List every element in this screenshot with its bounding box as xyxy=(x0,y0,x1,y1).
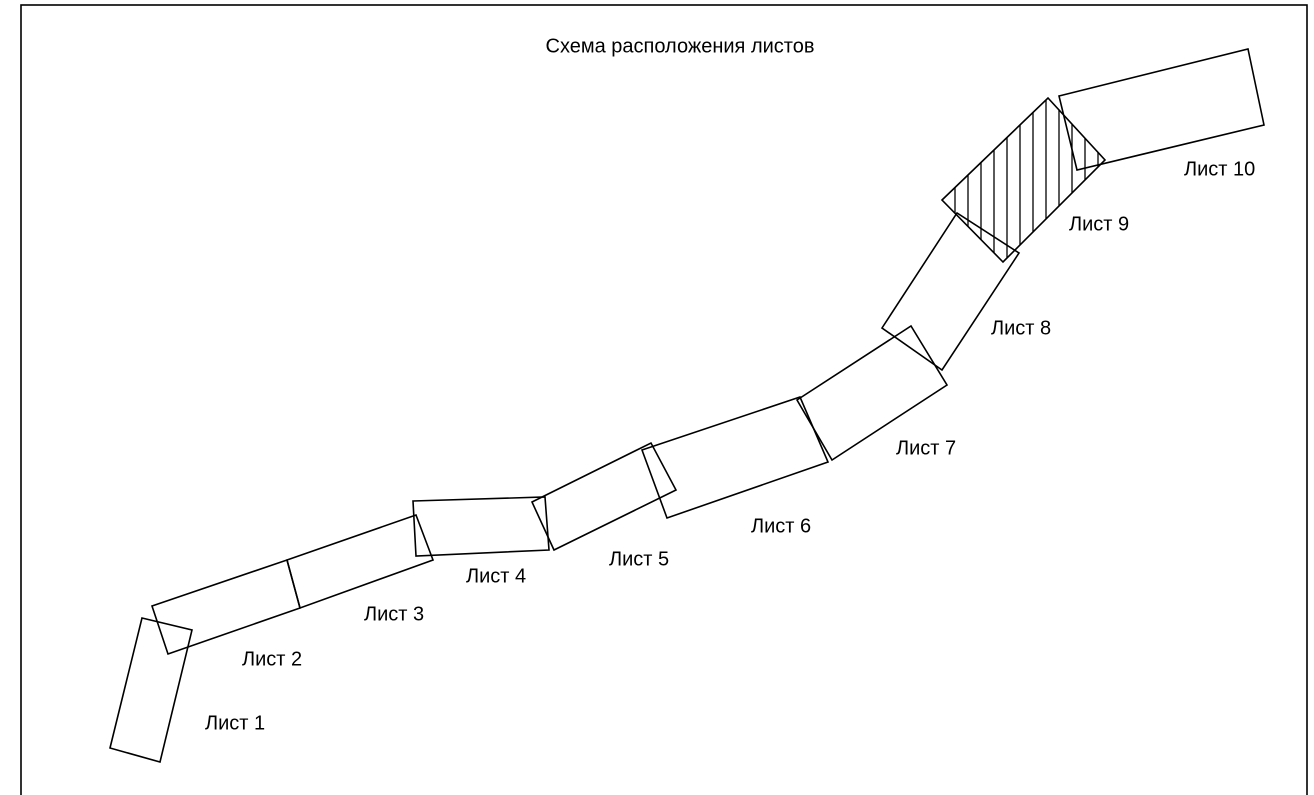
sheet-2 xyxy=(150,558,301,656)
sheet-8 xyxy=(880,211,1021,372)
sheet-label: Лист 5 xyxy=(609,548,669,570)
sheet-label: Лист 3 xyxy=(364,603,424,625)
sheet-label: Лист 9 xyxy=(1069,213,1129,235)
sheet-10 xyxy=(1058,48,1265,171)
sheet-label: Лист 4 xyxy=(466,565,526,587)
sheet-label: Лист 6 xyxy=(751,515,811,537)
sheet-3 xyxy=(286,513,435,610)
sheet-5 xyxy=(530,441,678,552)
sheet-label: Лист 7 xyxy=(896,437,956,459)
title: Схема расположения листов xyxy=(546,35,815,57)
sheet-1 xyxy=(109,617,193,763)
sheet-label: Лист 1 xyxy=(205,712,265,734)
sheet-7 xyxy=(795,324,949,462)
sheet-label: Лист 10 xyxy=(1184,158,1255,180)
sheet-label: Лист 8 xyxy=(991,317,1051,339)
sheet-label: Лист 2 xyxy=(242,648,302,670)
sheet-6 xyxy=(640,396,830,520)
sheet-4 xyxy=(412,496,550,557)
frame xyxy=(20,4,1308,795)
sheet-9 xyxy=(940,96,1107,264)
